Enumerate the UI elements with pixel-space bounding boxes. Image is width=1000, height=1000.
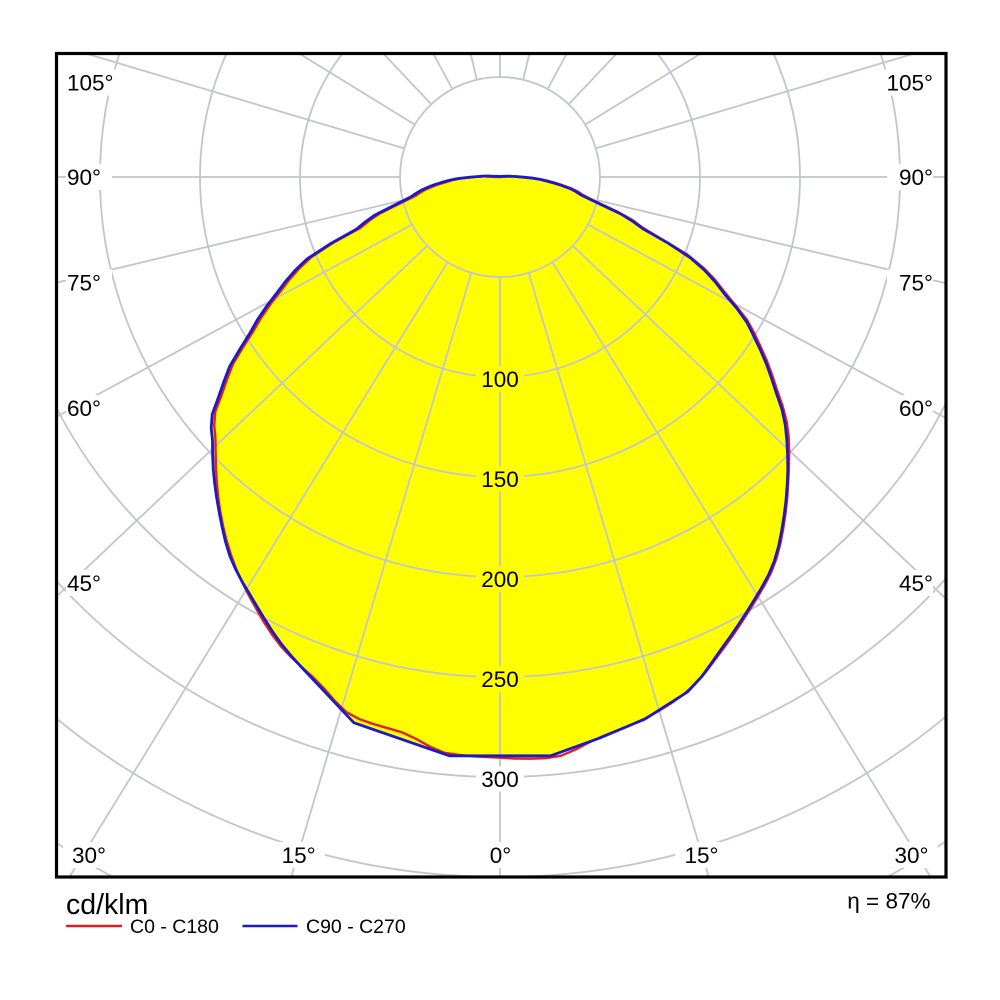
- svg-text:250: 250: [481, 667, 519, 692]
- svg-text:cd/klm: cd/klm: [66, 889, 148, 921]
- svg-text:C90 - C270: C90 - C270: [306, 916, 406, 938]
- svg-text:15°: 15°: [684, 843, 718, 868]
- svg-text:90°: 90°: [67, 165, 101, 190]
- svg-text:150: 150: [481, 467, 519, 492]
- svg-text:90°: 90°: [899, 165, 933, 190]
- svg-text:60°: 60°: [67, 396, 101, 421]
- svg-text:75°: 75°: [67, 271, 101, 296]
- svg-text:C0 - C180: C0 - C180: [130, 916, 219, 938]
- svg-text:105°: 105°: [67, 71, 114, 96]
- svg-text:300: 300: [481, 767, 519, 792]
- svg-text:60°: 60°: [899, 396, 933, 421]
- svg-text:0°: 0°: [490, 843, 512, 868]
- svg-text:100: 100: [481, 367, 519, 392]
- svg-text:15°: 15°: [282, 843, 316, 868]
- svg-text:η = 87%: η = 87%: [847, 889, 930, 914]
- svg-text:30°: 30°: [72, 843, 106, 868]
- svg-text:200: 200: [481, 567, 519, 592]
- svg-text:105°: 105°: [886, 71, 933, 96]
- svg-text:45°: 45°: [899, 571, 933, 596]
- svg-text:45°: 45°: [67, 571, 101, 596]
- svg-text:75°: 75°: [899, 271, 933, 296]
- svg-text:30°: 30°: [894, 843, 928, 868]
